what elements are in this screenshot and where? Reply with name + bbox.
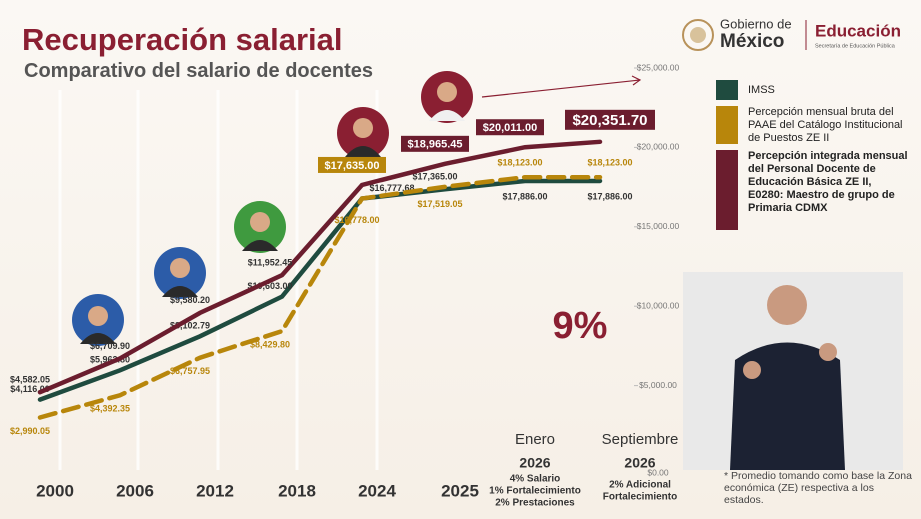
legend-label: Percepción integrada mensual del Persona… bbox=[748, 150, 908, 214]
label-box bbox=[318, 156, 386, 173]
y-tick-label: $10,000.00 bbox=[637, 300, 680, 310]
x-tick-label: 2018 bbox=[278, 481, 316, 500]
x-tick-label: 2012 bbox=[196, 481, 234, 500]
period-year: 2026 bbox=[519, 455, 550, 471]
gov-line1: Gobierno de bbox=[720, 16, 792, 31]
label-box bbox=[565, 109, 655, 130]
value-label: $4,582.05 bbox=[10, 375, 50, 385]
value-label: $9,580.20 bbox=[170, 295, 210, 305]
period-month: Septiembre bbox=[602, 431, 679, 448]
y-tick-label: $0.00 bbox=[647, 467, 669, 477]
interpreter-video bbox=[683, 272, 903, 470]
value-label: $18,123.00 bbox=[497, 158, 542, 168]
legend-swatch bbox=[716, 80, 738, 100]
value-label: $11,952.45 bbox=[248, 258, 293, 268]
value-label: $16,777.68 bbox=[369, 183, 414, 193]
annotation: 9% bbox=[553, 305, 608, 347]
series-line bbox=[37, 139, 603, 395]
value-label: $18,123.00 bbox=[587, 158, 632, 168]
chart-title: Recuperación salarial bbox=[22, 22, 343, 57]
value-label: $5,962.80 bbox=[90, 355, 130, 365]
value-label: $4,116.00 bbox=[10, 384, 50, 394]
value-label: $16,778.00 bbox=[334, 215, 379, 225]
value-label: $17,365.00 bbox=[412, 172, 457, 182]
series-line bbox=[37, 174, 603, 420]
value-label: $6,709.90 bbox=[90, 341, 130, 351]
period-note: 4% Salario bbox=[510, 474, 561, 485]
period-note: 1% Fortalecimiento bbox=[489, 486, 581, 497]
value-label: $17,519.05 bbox=[417, 199, 462, 209]
value-label: $4,392.35 bbox=[90, 404, 130, 414]
x-tick-label: 2000 bbox=[36, 481, 74, 500]
value-label: $20,351.70 bbox=[572, 112, 647, 129]
y-tick-label: $20,000.00 bbox=[637, 142, 680, 152]
portraits bbox=[72, 71, 473, 346]
chart-subtitle: Comparativo del salario de docentes bbox=[24, 60, 373, 82]
x-tick-label: 2024 bbox=[358, 481, 396, 500]
value-label: $17,886.00 bbox=[502, 191, 547, 201]
trend-arrow bbox=[481, 75, 642, 98]
logo bbox=[682, 19, 807, 51]
period-year: 2026 bbox=[624, 455, 655, 471]
label-box bbox=[476, 119, 544, 136]
x-tick-label: 2006 bbox=[116, 481, 154, 500]
dept: Educación bbox=[815, 21, 901, 40]
value-label: $17,886.00 bbox=[587, 191, 632, 201]
value-label: $8,102.79 bbox=[170, 321, 210, 331]
period-note: 2% Adicional bbox=[609, 480, 671, 491]
dept-sub: Secretaría de Educación Pública bbox=[815, 43, 896, 49]
legend-label: IMSS bbox=[748, 84, 775, 96]
value-label: $10,603.00 bbox=[247, 281, 292, 291]
value-label: $17,635.00 bbox=[324, 160, 379, 172]
period-month: Enero bbox=[515, 431, 555, 448]
y-tick-label: $25,000.00 bbox=[637, 62, 680, 72]
value-label: $2,990.05 bbox=[10, 426, 50, 436]
value-label: $8,429.80 bbox=[250, 340, 290, 350]
value-label: $18,965.45 bbox=[407, 139, 462, 151]
series-line bbox=[37, 178, 603, 402]
legend-swatch bbox=[716, 106, 738, 144]
value-label: $20,011.00 bbox=[483, 122, 537, 134]
y-tick-label: $15,000.00 bbox=[637, 221, 680, 231]
gov-line2: México bbox=[720, 31, 784, 52]
y-tick-label: $5,000.00 bbox=[639, 380, 677, 390]
legend-swatch bbox=[716, 150, 738, 230]
period-note: 2% Prestaciones bbox=[495, 498, 575, 509]
legend-label: Percepción mensual bruta del PAAE del Ca… bbox=[748, 106, 903, 144]
value-label: $6,757.95 bbox=[170, 366, 210, 376]
period-note: Fortalecimiento bbox=[603, 492, 677, 503]
footnote: * Promedio tomando como base la Zona eco… bbox=[724, 470, 912, 506]
x-tick-label: 2025 bbox=[441, 481, 479, 500]
label-box bbox=[401, 135, 469, 152]
